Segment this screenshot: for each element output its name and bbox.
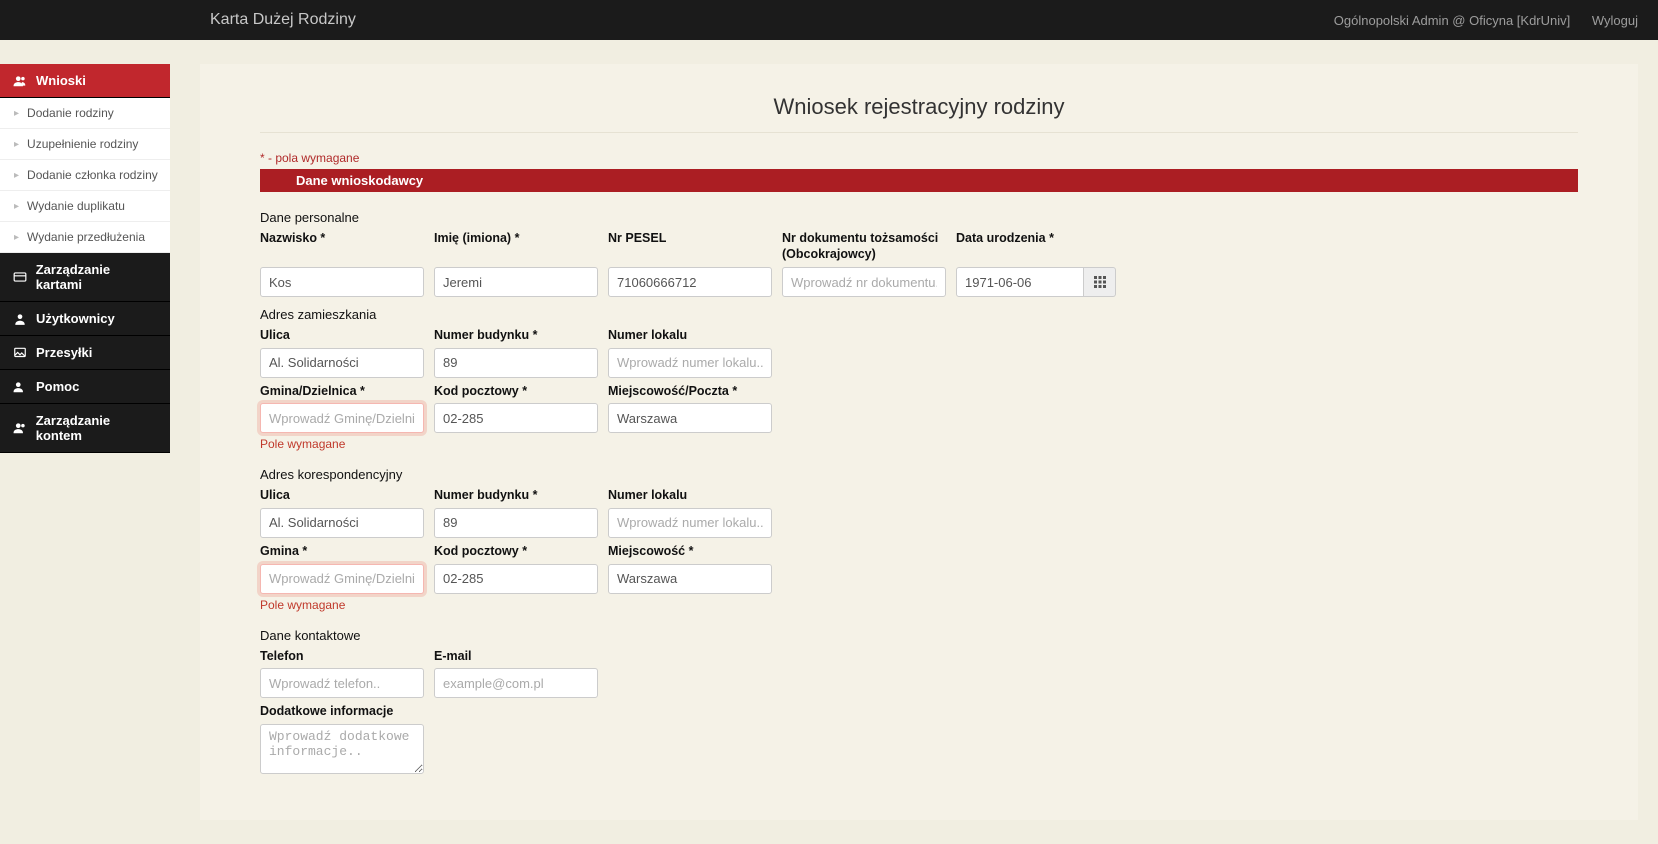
sidebar-item-label: Zarządzanie kontem bbox=[36, 413, 158, 443]
corr-apt-input[interactable] bbox=[608, 508, 772, 538]
chevron-right-icon: ▸ bbox=[14, 201, 19, 212]
label-building: Numer budynku * bbox=[434, 328, 598, 344]
logout-link[interactable]: Wyloguj bbox=[1592, 13, 1638, 28]
lastname-input[interactable] bbox=[260, 267, 424, 297]
sidebar-item-konto[interactable]: Zarządzanie kontem bbox=[0, 404, 170, 453]
label-email: E-mail bbox=[434, 649, 598, 665]
sidebar-sub-przedluzenie[interactable]: ▸ Wydanie przedłużenia bbox=[0, 222, 170, 253]
sidebar-item-karty[interactable]: Zarządzanie kartami bbox=[0, 253, 170, 302]
image-icon bbox=[12, 346, 28, 360]
corr-city-input[interactable] bbox=[608, 564, 772, 594]
extra-textarea[interactable] bbox=[260, 724, 424, 774]
label-city: Miejscowość/Poczta * bbox=[608, 384, 772, 400]
label-corr-apt: Numer lokalu bbox=[608, 488, 772, 504]
corr-street-input[interactable] bbox=[260, 508, 424, 538]
dob-input[interactable] bbox=[956, 267, 1084, 297]
chevron-right-icon: ▸ bbox=[14, 108, 19, 119]
label-apt: Numer lokalu bbox=[608, 328, 772, 344]
sidebar-sub-label: Uzupełnienie rodziny bbox=[27, 137, 138, 151]
section-contact: Dane kontaktowe bbox=[260, 628, 1578, 643]
users-icon bbox=[12, 421, 28, 435]
main-panel: Wniosek rejestracyjny rodziny * - pola w… bbox=[200, 64, 1638, 820]
label-firstname: Imię (imiona) * bbox=[434, 231, 598, 263]
sidebar-sub-duplikat[interactable]: ▸ Wydanie duplikatu bbox=[0, 191, 170, 222]
sidebar-item-label: Przesyłki bbox=[36, 345, 92, 360]
sidebar: Wnioski ▸ Dodanie rodziny ▸ Uzupełnienie r… bbox=[0, 64, 170, 453]
user-link[interactable]: Ogólnopolski Admin @ Oficyna [KdrUniv] bbox=[1334, 13, 1570, 28]
label-phone: Telefon bbox=[260, 649, 424, 665]
users-icon bbox=[12, 74, 28, 88]
sidebar-sub-label: Dodanie rodziny bbox=[27, 106, 114, 120]
sidebar-sub-label: Dodanie członka rodziny bbox=[27, 168, 158, 182]
divider bbox=[260, 132, 1578, 133]
sidebar-sub-label: Wydanie duplikatu bbox=[27, 199, 125, 213]
required-note: * - pola wymagane bbox=[260, 151, 1578, 165]
sidebar-item-uzytkownicy[interactable]: Użytkownicy bbox=[0, 302, 170, 336]
label-street: Ulica bbox=[260, 328, 424, 344]
users-icon bbox=[12, 380, 28, 394]
card-icon bbox=[12, 270, 28, 284]
sidebar-item-label: Pomoc bbox=[36, 379, 79, 394]
corr-gmina-input[interactable] bbox=[260, 564, 424, 594]
sidebar-sub-uzupelnienie[interactable]: ▸ Uzupełnienie rodziny bbox=[0, 129, 170, 160]
sidebar-item-label: Użytkownicy bbox=[36, 311, 115, 326]
brand-title: Karta Dużej Rodziny bbox=[210, 11, 356, 29]
city-input[interactable] bbox=[608, 403, 772, 433]
sidebar-submenu: ▸ Dodanie rodziny ▸ Uzupełnienie rodziny ▸… bbox=[0, 98, 170, 253]
section-personal: Dane personalne bbox=[260, 210, 1578, 225]
street-input[interactable] bbox=[260, 348, 424, 378]
phone-input[interactable] bbox=[260, 668, 424, 698]
label-corr-zip: Kod pocztowy * bbox=[434, 544, 598, 560]
chevron-right-icon: ▸ bbox=[14, 139, 19, 150]
chevron-right-icon: ▸ bbox=[14, 170, 19, 181]
label-corr-gmina: Gmina * bbox=[260, 544, 424, 560]
apt-input[interactable] bbox=[608, 348, 772, 378]
label-pesel: Nr PESEL bbox=[608, 231, 772, 263]
sidebar-sub-label: Wydanie przedłużenia bbox=[27, 230, 145, 244]
gmina-input[interactable] bbox=[260, 403, 424, 433]
label-corr-building: Numer budynku * bbox=[434, 488, 598, 504]
label-extra: Dodatkowe informacje bbox=[260, 704, 424, 720]
pesel-input[interactable] bbox=[608, 267, 772, 297]
label-gmina: Gmina/Dzielnica * bbox=[260, 384, 424, 400]
sidebar-sub-dodanie-czlonka[interactable]: ▸ Dodanie członka rodziny bbox=[0, 160, 170, 191]
label-dob: Data urodzenia * bbox=[956, 231, 1120, 263]
calendar-button[interactable] bbox=[1084, 267, 1116, 297]
sidebar-sub-dodanie-rodziny[interactable]: ▸ Dodanie rodziny bbox=[0, 98, 170, 129]
building-input[interactable] bbox=[434, 348, 598, 378]
zip-input[interactable] bbox=[434, 403, 598, 433]
corr-building-input[interactable] bbox=[434, 508, 598, 538]
label-docno: Nr dokumentu tożsamości (Obcokrajowcy) bbox=[782, 231, 946, 263]
corr-zip-input[interactable] bbox=[434, 564, 598, 594]
topbar: Karta Dużej Rodziny Ogólnopolski Admin @… bbox=[0, 0, 1658, 40]
user-icon bbox=[12, 312, 28, 326]
error-message: Pole wymagane bbox=[260, 598, 424, 612]
docno-input[interactable] bbox=[782, 267, 946, 297]
sidebar-item-pomoc[interactable]: Pomoc bbox=[0, 370, 170, 404]
page-title: Wniosek rejestracyjny rodziny bbox=[260, 94, 1578, 120]
sidebar-item-label: Wnioski bbox=[36, 73, 86, 88]
chevron-right-icon: ▸ bbox=[14, 232, 19, 243]
section-corr: Adres korespondencyjny bbox=[260, 467, 1578, 482]
calendar-icon bbox=[1094, 276, 1106, 288]
label-corr-city: Miejscowość * bbox=[608, 544, 772, 560]
sidebar-item-wnioski[interactable]: Wnioski bbox=[0, 64, 170, 98]
label-zip: Kod pocztowy * bbox=[434, 384, 598, 400]
firstname-input[interactable] bbox=[434, 267, 598, 297]
error-message: Pole wymagane bbox=[260, 437, 424, 451]
sidebar-item-label: Zarządzanie kartami bbox=[36, 262, 158, 292]
section-addr: Adres zamieszkania bbox=[260, 307, 1578, 322]
email-input[interactable] bbox=[434, 668, 598, 698]
sidebar-item-przesylki[interactable]: Przesyłki bbox=[0, 336, 170, 370]
label-corr-street: Ulica bbox=[260, 488, 424, 504]
section-header: Dane wnioskodawcy bbox=[260, 169, 1578, 192]
label-lastname: Nazwisko * bbox=[260, 231, 424, 263]
